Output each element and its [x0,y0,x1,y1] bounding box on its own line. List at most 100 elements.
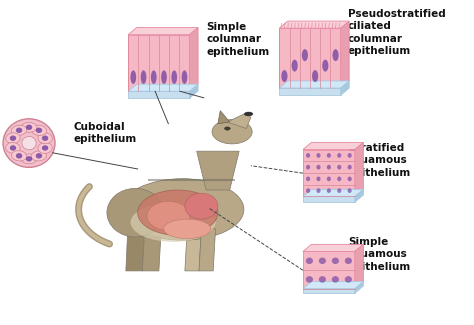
Ellipse shape [161,70,167,84]
Ellipse shape [327,188,331,193]
Ellipse shape [317,153,320,158]
Polygon shape [341,21,349,88]
Polygon shape [303,244,364,252]
FancyBboxPatch shape [279,28,341,88]
Ellipse shape [319,276,326,283]
Polygon shape [355,244,364,289]
Ellipse shape [121,179,244,240]
Ellipse shape [345,276,352,283]
Ellipse shape [292,59,298,72]
Ellipse shape [317,188,320,193]
Ellipse shape [26,156,32,162]
Polygon shape [303,189,364,197]
Polygon shape [303,281,364,289]
Ellipse shape [306,153,310,158]
FancyBboxPatch shape [128,91,190,98]
Text: Pseudostratified
ciliated
columnar
epithelium: Pseudostratified ciliated columnar epith… [348,9,446,56]
Ellipse shape [130,203,216,242]
Ellipse shape [327,176,331,181]
Polygon shape [279,21,349,28]
Polygon shape [126,219,145,271]
Text: Cuboidal
epithelium: Cuboidal epithelium [74,122,137,144]
Ellipse shape [151,70,156,84]
Polygon shape [142,229,161,271]
Polygon shape [199,229,216,271]
Ellipse shape [332,257,339,264]
Text: Simple
squamous
epithelium: Simple squamous epithelium [348,237,411,272]
Ellipse shape [6,143,20,153]
Text: Stratified
squamous
epithelium: Stratified squamous epithelium [348,143,411,178]
Ellipse shape [347,176,352,181]
Ellipse shape [10,136,16,141]
Ellipse shape [317,176,320,181]
Ellipse shape [107,188,164,237]
Polygon shape [218,111,230,124]
Ellipse shape [164,219,211,239]
Polygon shape [128,84,198,91]
FancyBboxPatch shape [303,150,355,197]
Ellipse shape [21,123,37,132]
FancyBboxPatch shape [303,252,355,289]
Ellipse shape [327,153,331,158]
FancyBboxPatch shape [303,197,355,202]
Ellipse shape [337,176,341,181]
Polygon shape [190,84,198,98]
Ellipse shape [3,119,55,167]
Ellipse shape [36,153,42,159]
Polygon shape [341,81,349,95]
Ellipse shape [185,193,218,219]
Ellipse shape [327,165,331,170]
Polygon shape [185,229,201,271]
Ellipse shape [38,143,52,153]
FancyBboxPatch shape [128,35,190,91]
Ellipse shape [345,257,352,264]
Ellipse shape [42,145,48,151]
Ellipse shape [347,188,352,193]
Ellipse shape [306,257,313,264]
Ellipse shape [31,125,46,136]
Ellipse shape [21,154,37,164]
Polygon shape [128,28,198,35]
Ellipse shape [147,201,190,230]
Ellipse shape [22,136,36,150]
Ellipse shape [10,145,16,151]
Ellipse shape [130,70,136,84]
Ellipse shape [16,128,22,133]
Polygon shape [190,28,198,91]
Ellipse shape [42,136,48,141]
Ellipse shape [337,153,341,158]
Polygon shape [279,81,349,88]
Polygon shape [355,281,364,293]
Ellipse shape [26,124,32,130]
Ellipse shape [337,188,341,193]
Ellipse shape [212,120,252,144]
Ellipse shape [6,133,20,144]
Ellipse shape [11,151,27,161]
Polygon shape [355,142,364,197]
Ellipse shape [306,176,310,181]
Ellipse shape [302,49,308,61]
Polygon shape [355,189,364,202]
Ellipse shape [225,127,230,130]
Ellipse shape [347,153,352,158]
Ellipse shape [319,257,326,264]
Ellipse shape [322,59,328,72]
Ellipse shape [16,153,22,159]
Ellipse shape [282,70,288,82]
Ellipse shape [306,165,310,170]
Ellipse shape [245,112,253,116]
Ellipse shape [317,165,320,170]
Text: Simple
columnar
epithelium: Simple columnar epithelium [206,22,269,57]
Ellipse shape [36,128,42,133]
Ellipse shape [347,165,352,170]
FancyBboxPatch shape [303,289,355,293]
Ellipse shape [182,70,187,84]
FancyBboxPatch shape [279,88,341,95]
Ellipse shape [38,133,52,144]
Ellipse shape [141,70,146,84]
Ellipse shape [312,70,318,82]
Ellipse shape [337,165,341,170]
Ellipse shape [11,125,27,136]
Polygon shape [228,114,251,128]
Ellipse shape [332,276,339,283]
